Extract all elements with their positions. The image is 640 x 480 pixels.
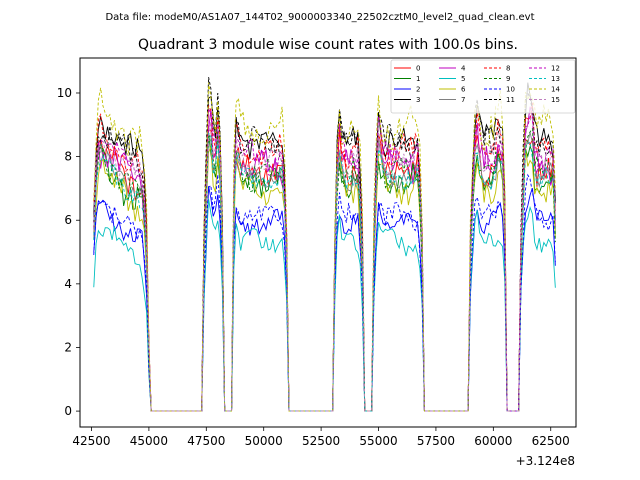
y-axis: 0 2 4 6 8 10 xyxy=(57,86,80,418)
legend-label-8: 8 xyxy=(506,65,510,73)
chart-title: Quadrant 3 module wise count rates with … xyxy=(138,37,518,53)
x-tick-label: 42500 xyxy=(72,434,110,448)
legend-label-7: 7 xyxy=(461,96,465,104)
legend-label-1: 1 xyxy=(416,75,420,83)
y-tick-label: 4 xyxy=(64,277,72,291)
legend-label-5: 5 xyxy=(461,75,465,83)
axes-frame xyxy=(79,57,577,428)
plot-area: 42500 45000 47500 50000 52500 55000 57500 60000… xyxy=(57,57,577,468)
legend-label-2: 2 xyxy=(416,86,420,94)
x-offset-text: +3.124e8 xyxy=(516,454,575,468)
legend-label-4: 4 xyxy=(461,65,466,73)
legend-label-10: 10 xyxy=(506,86,515,94)
series-line-15 xyxy=(93,114,556,412)
x-tick-label: 62500 xyxy=(532,434,570,448)
legend-label-13: 13 xyxy=(551,75,560,83)
series-layer xyxy=(93,77,556,412)
legend-label-14: 14 xyxy=(551,86,560,94)
legend-label-15: 15 xyxy=(551,96,560,104)
y-tick-label: 6 xyxy=(64,213,72,227)
legend-label-12: 12 xyxy=(551,65,560,73)
x-tick-label: 60000 xyxy=(474,434,512,448)
legend-label-11: 11 xyxy=(506,96,515,104)
x-tick-label: 50000 xyxy=(245,434,283,448)
series-line-14 xyxy=(93,82,556,412)
x-tick-label: 45000 xyxy=(130,434,168,448)
x-axis: 42500 45000 47500 50000 52500 55000 57500 60000… xyxy=(72,427,570,448)
legend-label-0: 0 xyxy=(416,65,420,73)
y-tick-label: 10 xyxy=(57,86,72,100)
legend-label-9: 9 xyxy=(506,75,510,83)
y-tick-label: 2 xyxy=(64,340,72,354)
x-tick-label: 47500 xyxy=(187,434,225,448)
suptitle: Data file: modeM0/AS1A07_144T02_90000033… xyxy=(105,12,534,23)
y-tick-label: 0 xyxy=(64,404,72,418)
x-tick-label: 57500 xyxy=(417,434,455,448)
legend-label-6: 6 xyxy=(461,86,466,94)
x-tick-label: 55000 xyxy=(359,434,397,448)
y-tick-label: 8 xyxy=(64,150,72,164)
legend-label-3: 3 xyxy=(416,96,420,104)
x-tick-label: 52500 xyxy=(302,434,340,448)
